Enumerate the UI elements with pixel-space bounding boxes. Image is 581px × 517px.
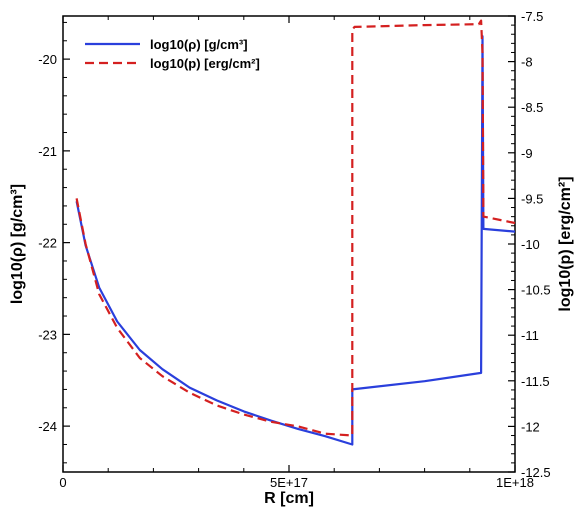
right-y-axis-title: log10(p) [erg/cm²] bbox=[557, 176, 574, 311]
legend-label: log10(p) [erg/cm²] bbox=[150, 56, 260, 71]
left-y-tick-label: -21 bbox=[38, 144, 57, 159]
right-y-tick-label: -9.5 bbox=[521, 191, 543, 206]
series-pressure-line bbox=[75, 19, 516, 437]
right-y-tick-label: -10.5 bbox=[521, 283, 551, 298]
x-axis-title: R [cm] bbox=[264, 490, 314, 507]
legend: log10(ρ) [g/cm³] log10(p) [erg/cm²] bbox=[85, 37, 260, 71]
axis-ticks: 0 5E+17 1E+18 -20 -21 -22 -23 -24 -7.5 -8 -8.5 -9 -9… bbox=[38, 9, 550, 490]
right-y-tick-label: -8 bbox=[521, 55, 533, 70]
plot-area bbox=[62, 15, 516, 473]
right-y-tick-label: -10 bbox=[521, 237, 540, 252]
x-tick-label: 1E+18 bbox=[496, 475, 534, 490]
left-y-axis-title: log10(ρ) [g/cm³] bbox=[9, 184, 26, 304]
right-y-tick-label: -9 bbox=[521, 146, 533, 161]
right-y-tick-label: -11 bbox=[521, 328, 539, 343]
left-y-tick-label: -23 bbox=[38, 327, 57, 342]
left-y-tick-label: -24 bbox=[38, 419, 57, 434]
series-density-line bbox=[75, 35, 516, 446]
left-y-tick-label: -20 bbox=[38, 52, 57, 67]
left-y-tick-label: -22 bbox=[38, 236, 57, 251]
right-y-tick-label: -7.5 bbox=[521, 9, 543, 24]
series-layer bbox=[75, 19, 516, 446]
right-y-tick-label: -12.5 bbox=[521, 465, 551, 480]
right-y-tick-label: -8.5 bbox=[521, 100, 543, 115]
x-tick-label: 5E+17 bbox=[270, 475, 308, 490]
x-tick-label: 0 bbox=[59, 475, 66, 490]
right-y-tick-label: -11.5 bbox=[521, 374, 550, 389]
legend-label: log10(ρ) [g/cm³] bbox=[150, 37, 248, 52]
right-y-tick-label: -12 bbox=[521, 419, 540, 434]
